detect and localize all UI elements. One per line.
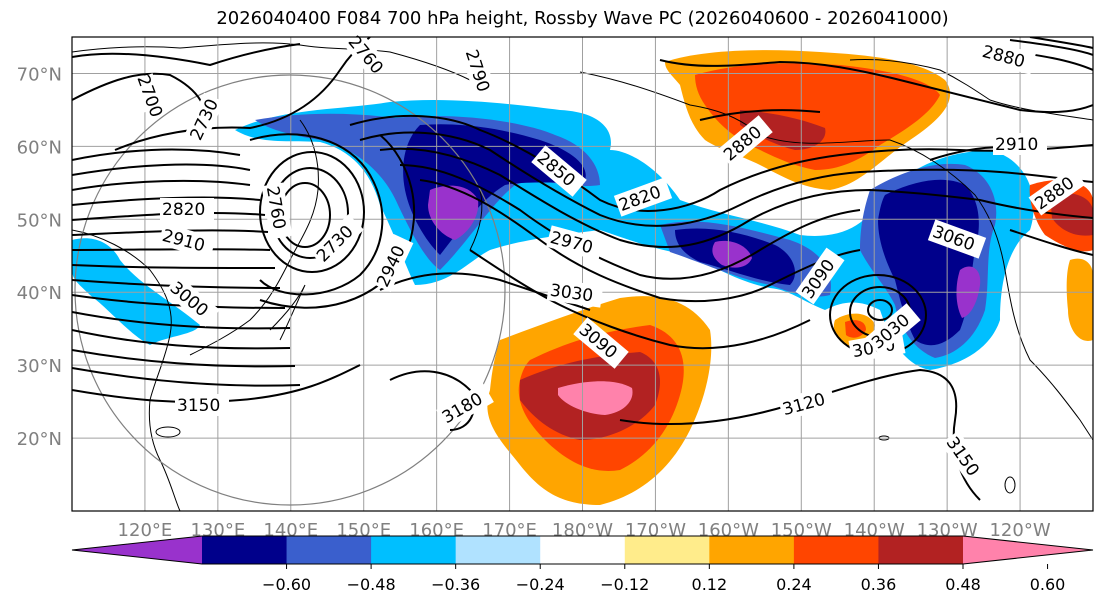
height-contours [72, 37, 1093, 501]
colorbar-swatch [371, 536, 457, 564]
graticule [72, 37, 1093, 511]
colorbar-tick-label: 0.36 [861, 575, 897, 594]
latitude-tick-label: 40°N [17, 283, 62, 304]
colorbar-swatch [878, 536, 964, 564]
map-frame [71, 36, 1094, 512]
colorbar-swatch [202, 536, 288, 564]
longitude-tick-label: 120°E [118, 520, 173, 541]
colorbar-swatch [793, 536, 879, 564]
latitude-labels: 70°N 60°N 50°N 40°N 30°N 20°N [17, 64, 62, 450]
colorbar-swatch [455, 536, 541, 564]
colorbar-min-extend [72, 536, 202, 564]
colorbar-swatch [540, 536, 626, 564]
rossby-wave-pc-shading [72, 50, 1093, 505]
contour-label: 2760 [262, 185, 289, 231]
colorbar-tick-label: −0.12 [600, 575, 649, 594]
latitude-tick-label: 20°N [17, 429, 62, 450]
contour-label: 2700 [132, 73, 166, 120]
latitude-tick-label: 30°N [17, 356, 62, 377]
colorbar-swatch [709, 536, 795, 564]
colorbar-tick-label: 0.60 [1030, 575, 1066, 594]
longitude-tick-label: 120°W [989, 520, 1050, 541]
colorbar-tick-label: 0.12 [692, 575, 728, 594]
contour-label: 2790 [461, 47, 493, 94]
contour-label: 2910 [995, 135, 1038, 155]
colorbar-max-extend [963, 536, 1093, 564]
colorbar-outline [71, 535, 1094, 565]
latitude-tick-label: 50°N [17, 210, 62, 231]
colorbar-tick-label: −0.24 [516, 575, 565, 594]
colorbar-swatch [624, 536, 710, 564]
colorbar-tick-label: −0.36 [431, 575, 480, 594]
latitude-tick-label: 70°N [17, 64, 62, 85]
map-title: 2026040400 F084 700 hPa height, Rossby W… [216, 8, 949, 29]
contour-label: 2820 [162, 200, 205, 220]
latitude-tick-label: 60°N [17, 137, 62, 158]
colorbar-tick-label: −0.60 [262, 575, 311, 594]
colorbar-swatch [286, 536, 372, 564]
contour-label: 3120 [781, 390, 828, 421]
projection-circle [74, 74, 506, 506]
colorbar-tick-label: 0.48 [945, 575, 981, 594]
contour-label: 3150 [177, 396, 220, 416]
contour-label: 2970 [548, 228, 595, 259]
colorbar-tick-label: −0.48 [347, 575, 396, 594]
colorbar: −0.60 −0.48 −0.36 −0.24 −0.12 0.12 0.24 0.36 0.4… [71, 535, 1094, 594]
colorbar-tick-label: 0.24 [776, 575, 812, 594]
